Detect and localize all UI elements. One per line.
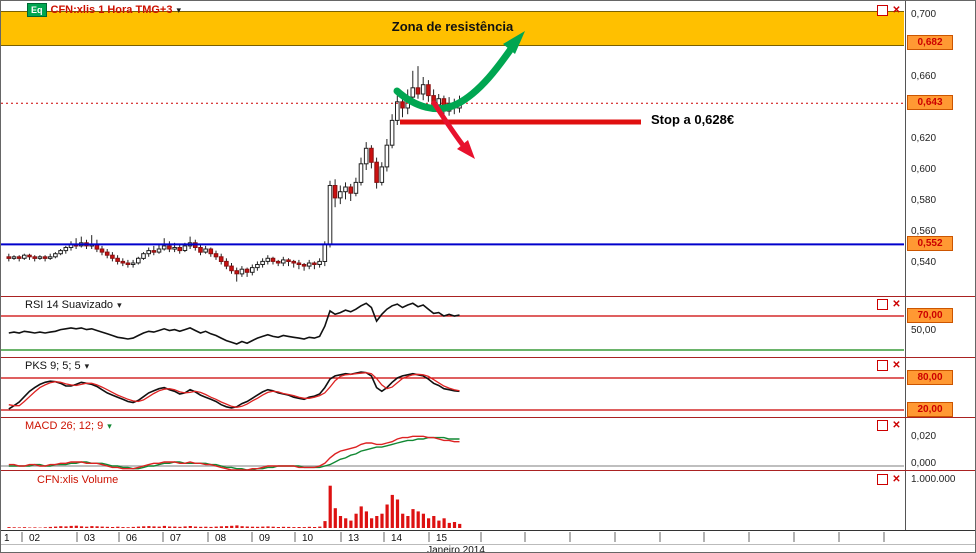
svg-text:02: 02 bbox=[29, 533, 41, 544]
rsi-scale-badge: 70,00 bbox=[907, 308, 953, 323]
macd-header-label: MACD 26; 12; 9 bbox=[25, 420, 104, 432]
restore-icon[interactable] bbox=[877, 474, 888, 485]
panel-divider bbox=[1, 296, 975, 297]
time-axis[interactable]: 1 02 03 06 07 08 09 10 13 14 15 Janeiro 2014 bbox=[1, 530, 975, 553]
svg-text:Janeiro 2014: Janeiro 2014 bbox=[427, 545, 485, 553]
candlestick-chart-canvas[interactable] bbox=[1, 1, 904, 296]
macd-panel-controls: ✕ bbox=[877, 420, 902, 431]
price-tick: 0,560 bbox=[911, 226, 937, 237]
pks-scale-badge: 20,00 bbox=[907, 402, 953, 417]
price-tick: 0,620 bbox=[911, 133, 937, 144]
svg-text:13: 13 bbox=[348, 533, 360, 544]
macd-panel-canvas[interactable] bbox=[1, 417, 904, 471]
chevron-down-icon[interactable]: ▾ bbox=[107, 420, 112, 431]
rsi-scale-label: 50,00 bbox=[911, 325, 937, 336]
svg-text:08: 08 bbox=[215, 533, 227, 544]
price-tick: 0,600 bbox=[911, 164, 937, 175]
panel-divider bbox=[1, 417, 975, 418]
svg-text:10: 10 bbox=[302, 533, 314, 544]
green-up-arrow[interactable] bbox=[393, 42, 517, 113]
panel-divider bbox=[1, 470, 975, 471]
chevron-down-icon[interactable]: ▾ bbox=[84, 360, 90, 371]
close-icon[interactable]: ✕ bbox=[892, 474, 901, 485]
volume-panel-controls: ✕ bbox=[877, 474, 902, 485]
pks-panel-controls: ✕ bbox=[877, 360, 902, 371]
svg-text:1: 1 bbox=[4, 533, 10, 544]
pks-header-label: PKS 9; 5; 5 bbox=[25, 360, 81, 372]
chart-title: CFN:xlis 1 Hora TMG+3 bbox=[50, 4, 173, 16]
chevron-down-icon[interactable]: ▾ bbox=[117, 299, 122, 310]
restore-icon[interactable] bbox=[877, 5, 888, 16]
pks-header[interactable]: PKS 9; 5; 5 ▾ bbox=[25, 360, 89, 372]
price-badge: 0,552 bbox=[907, 236, 953, 251]
price-badge: 0,682 bbox=[907, 35, 953, 50]
restore-icon[interactable] bbox=[877, 420, 888, 431]
svg-text:06: 06 bbox=[126, 533, 138, 544]
pks-panel-canvas[interactable] bbox=[1, 357, 904, 417]
rsi-header-label: RSI 14 Suavizado bbox=[25, 299, 114, 311]
chevron-down-icon[interactable]: ▾ bbox=[176, 4, 181, 15]
restore-icon[interactable] bbox=[877, 299, 888, 310]
svg-text:14: 14 bbox=[391, 533, 403, 544]
macd-header[interactable]: MACD 26; 12; 9 ▾ bbox=[25, 420, 112, 432]
rsi-panel-canvas[interactable] bbox=[1, 296, 904, 357]
close-icon[interactable]: ✕ bbox=[892, 5, 901, 16]
price-tick: 0,700 bbox=[911, 9, 937, 20]
macd-scale-label: 0,000 bbox=[911, 458, 937, 469]
resistance-zone-label: Zona de resistência bbox=[391, 19, 514, 34]
price-scale[interactable]: 0,700 0,660 0,620 0,600 0,580 0,560 0,540 0,682… bbox=[905, 1, 975, 530]
close-icon[interactable]: ✕ bbox=[892, 360, 901, 371]
panel-divider bbox=[1, 357, 975, 358]
restore-icon[interactable] bbox=[877, 360, 888, 371]
svg-text:09: 09 bbox=[259, 533, 271, 544]
main-panel-controls: ✕ bbox=[877, 5, 902, 16]
svg-text:03: 03 bbox=[84, 533, 96, 544]
close-icon[interactable]: ✕ bbox=[892, 299, 901, 310]
resistance-zone: Zona de resistência bbox=[1, 11, 904, 46]
close-icon[interactable]: ✕ bbox=[892, 420, 901, 431]
price-tick: 0,580 bbox=[911, 195, 937, 206]
volume-scale-label: 1.000.000 bbox=[911, 474, 956, 485]
volume-panel-canvas[interactable] bbox=[1, 470, 904, 530]
red-down-arrowhead bbox=[457, 140, 475, 159]
volume-header-label: CFN:xlis Volume bbox=[37, 474, 119, 486]
chart-titlebar: Eq CFN:xlis 1 Hora TMG+3 ▾ bbox=[27, 3, 181, 17]
rsi-header[interactable]: RSI 14 Suavizado ▾ bbox=[25, 299, 122, 311]
green-up-arrowhead bbox=[503, 31, 525, 54]
macd-scale-label: 0,020 bbox=[911, 431, 937, 442]
rsi-panel-controls: ✕ bbox=[877, 299, 902, 310]
price-tick: 0,540 bbox=[911, 257, 937, 268]
svg-text:15: 15 bbox=[436, 533, 448, 544]
price-tick: 0,660 bbox=[911, 71, 937, 82]
red-down-arrow[interactable] bbox=[431, 100, 465, 147]
pks-scale-badge: 80,00 bbox=[907, 370, 953, 385]
price-badge: 0,643 bbox=[907, 95, 953, 110]
equity-type-badge: Eq bbox=[27, 3, 47, 17]
volume-header[interactable]: CFN:xlis Volume bbox=[37, 474, 118, 486]
svg-text:07: 07 bbox=[170, 533, 182, 544]
stop-price-label: Stop a 0,628€ bbox=[651, 112, 735, 127]
